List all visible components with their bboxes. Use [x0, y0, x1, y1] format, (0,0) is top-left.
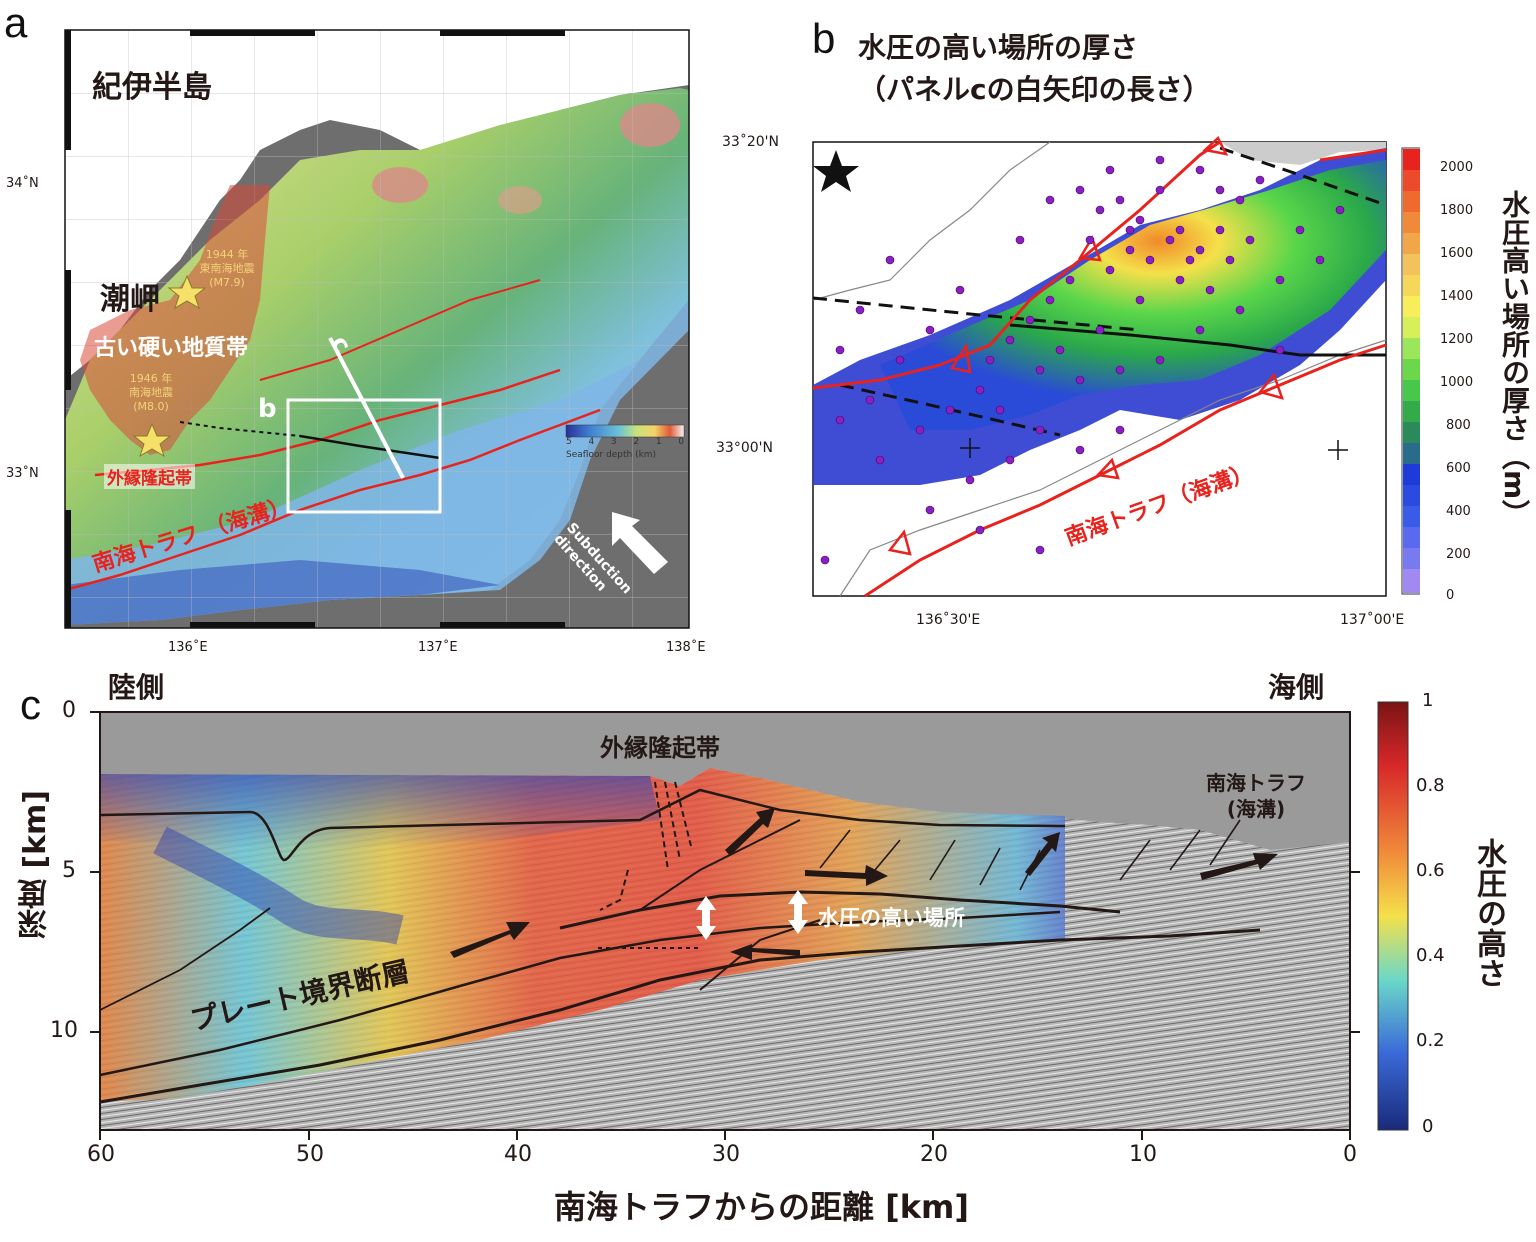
earthquake-events — [820, 155, 1345, 565]
fault-trough — [64, 408, 601, 592]
pcb-tick: 0.4 — [1416, 945, 1445, 966]
cb-tick: 1000 — [1440, 375, 1474, 390]
x-tick-30: 30 — [712, 1142, 740, 1167]
quake-1944-mag: (M7.9) — [209, 276, 245, 289]
trough-line-1: 南海トラフ — [1206, 771, 1306, 795]
cb-tick: 2000 — [1440, 160, 1474, 175]
cb-tick: 1200 — [1440, 332, 1474, 347]
panel-c-label: c — [20, 681, 41, 728]
profile-line-c — [328, 337, 405, 479]
pressure-colorbar — [1377, 701, 1409, 1131]
high-pressure-label: 水圧の高い場所 — [818, 906, 965, 930]
box-b-label: b — [258, 394, 277, 424]
depth-axis-label: 深度 [km] — [18, 790, 53, 940]
pcb-tick: 0.6 — [1416, 860, 1445, 881]
lon-tick-13700: 137˚00'E — [1340, 612, 1405, 628]
y-tick-10: 10 — [50, 1018, 78, 1043]
panel-a-label: a — [4, 0, 28, 46]
quake-1946-year: 1946 年 — [129, 372, 173, 385]
thickness-colorbar-title: 水圧高い場所の厚さ（m） — [1498, 190, 1531, 528]
lon-tick-13630: 136˚30'E — [916, 612, 981, 628]
depth-tick: 5 — [566, 437, 572, 447]
plate-boundary-fault — [559, 890, 1121, 930]
subduction-arrow-icon — [612, 512, 668, 574]
pcb-tick: 0 — [1422, 1116, 1434, 1137]
pcb-tick: 1 — [1422, 690, 1434, 711]
land-side-label: 陸側 — [108, 671, 165, 704]
cb-tick: 1800 — [1440, 203, 1474, 218]
quake-1944: 1944 年 東南海地震 (M7.9) — [192, 248, 262, 290]
quake-1944-name: 東南海地震 — [199, 262, 255, 275]
thickness-colorbar-ticks: 2000 1800 1600 1400 1200 1000 800 600 40… — [1440, 160, 1480, 603]
depth-scale-title: Seafloor depth (km) — [566, 450, 657, 460]
double-arrow-icon — [696, 890, 808, 940]
fault-b-upper — [812, 140, 1221, 390]
lat-tick-33: 33˚N — [6, 466, 39, 481]
lon-tick-138: 138˚E — [666, 640, 706, 655]
depth-scale — [565, 424, 685, 438]
quake-1944-year: 1944 年 — [205, 248, 249, 261]
cb-tick: 800 — [1446, 418, 1471, 433]
panel-c-section — [90, 701, 1409, 1140]
distance-axis-label: 南海トラフからの距離 [km] — [554, 1188, 970, 1226]
x-tick-0: 0 — [1343, 1142, 1357, 1167]
trough-line-2: (海溝) — [1226, 797, 1286, 821]
x-tick-50: 50 — [296, 1142, 324, 1167]
y-tick-5: 5 — [62, 858, 76, 883]
x-tick-20: 20 — [920, 1142, 948, 1167]
x-tick-10: 10 — [1129, 1142, 1157, 1167]
lon-tick-136: 136˚E — [168, 640, 208, 655]
lon-tick-137: 137˚E — [418, 640, 458, 655]
panel-a-map — [64, 29, 690, 629]
pressure-colorbar-ticks: 1 0.8 0.6 0.4 0.2 0 — [1416, 690, 1456, 1140]
pcb-tick: 0.2 — [1416, 1030, 1445, 1051]
panel-b-title-1: 水圧の高い場所の厚さ — [858, 31, 1139, 64]
star-1944-icon — [167, 274, 207, 310]
depth-tick: 4 — [588, 437, 595, 447]
depth-tick: 1 — [655, 437, 662, 447]
pcb-tick: 0.8 — [1416, 775, 1445, 796]
outer-ridge-label-c: 外縁隆起帯 — [600, 734, 720, 762]
lat-tick-3300: 33°00'N — [716, 440, 773, 456]
star-icon — [813, 150, 859, 192]
star-1946-icon — [132, 422, 172, 458]
lat-tick-34: 34˚N — [6, 176, 39, 191]
pressure-colorbar-title: 水圧の高さ — [1471, 838, 1506, 988]
old-hard-zone-label: 古い硬い地質帯 — [94, 336, 249, 361]
quake-1946-mag: (M8.0) — [133, 400, 169, 413]
cb-tick: 400 — [1446, 504, 1471, 519]
cb-tick: 200 — [1446, 547, 1471, 562]
depth-tick: 3 — [610, 437, 617, 447]
x-tick-60: 60 — [87, 1142, 115, 1167]
fault-upper — [259, 279, 541, 381]
sea-side-label: 海側 — [1268, 671, 1325, 704]
depth-tick: 0 — [678, 437, 684, 447]
cb-tick: 0 — [1446, 588, 1455, 603]
x-tick-40: 40 — [504, 1142, 532, 1167]
lat-tick-3320: 33˚20'N — [722, 134, 779, 150]
cb-tick: 1600 — [1440, 246, 1474, 261]
old-hard-zone — [80, 185, 270, 455]
thickness-colorbar — [1401, 147, 1420, 595]
y-tick-0: 0 — [62, 698, 76, 723]
depth-scale-ticks: 5 4 3 2 1 0 — [566, 437, 684, 447]
region-title: 紀伊半島 — [92, 70, 212, 105]
depth-tick: 2 — [633, 437, 640, 447]
quake-1946: 1946 年 南海地震 (M8.0) — [116, 372, 186, 414]
trough-label-c: 南海トラフ (海溝) — [1206, 770, 1306, 822]
cape-label: 潮岬 — [100, 282, 160, 317]
quake-1946-name: 南海地震 — [129, 386, 173, 399]
cb-tick: 600 — [1446, 461, 1471, 476]
panel-b-label: b — [812, 15, 836, 62]
panel-b-map — [812, 135, 1420, 598]
outer-ridge-label: 外縁隆起帯 — [104, 464, 195, 489]
cb-tick: 1400 — [1440, 289, 1474, 304]
panel-b-title-2: （パネルcの白矢印の長さ） — [858, 73, 1211, 106]
fault-b-trough — [864, 343, 1387, 598]
